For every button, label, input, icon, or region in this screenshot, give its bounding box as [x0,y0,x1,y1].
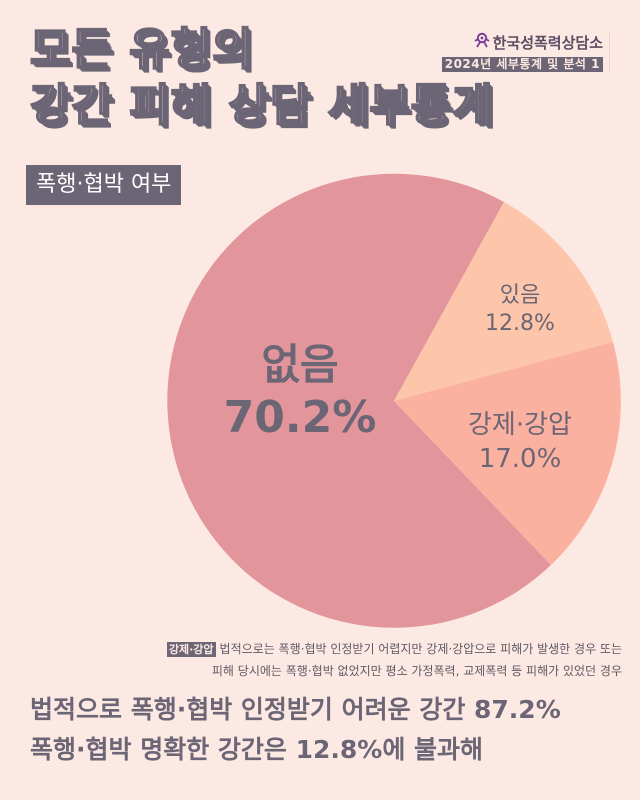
footnote: 강제·강압 법적으로는 폭행·협박 인정받기 어렵지만 강제·강압으로 피해가 발… [82,638,622,682]
label-coerce-value: 17.0% [478,444,562,474]
label-none-name: 없음 [261,340,339,389]
brand-name: 한국성폭력상담소 [492,33,603,52]
label-none: 없음 70.2% [200,340,400,446]
label-yes-value: 12.8% [485,311,555,336]
title-line-1: 모든 유형의 [29,23,254,76]
slice-yes [394,202,613,401]
section-badge: 폭행·협박 여부 [26,165,182,205]
label-yes: 있음 12.8% [470,282,570,338]
organization-logo-icon [474,32,490,53]
footnote-line-2: 피해 당시에는 폭행·협박 없었지만 평소 가정폭력, 교제폭력 등 피해가 있… [211,664,622,678]
title-line-2: 강간 피해 상담 세부통계 [29,79,494,132]
page-title: 모든 유형의 강간 피해 상담 세부통계 [29,22,494,134]
label-coerce-name: 강제·강압 [468,410,572,440]
summary-headline: 법적으로 폭행·협박 인정받기 어려운 강간 87.2% 폭행·협박 명확한 강… [30,690,561,770]
brand-name-row: 한국성폭력상담소 [442,32,603,53]
footnote-line-1: 강제·강압 법적으로는 폭행·협박 인정받기 어렵지만 강제·강압으로 피해가 발… [82,638,622,660]
label-yes-name: 있음 [499,283,541,308]
brand-subtitle: 2024년 세부통계 및 분석 1 [441,57,603,72]
label-coerce: 강제·강압 17.0% [450,408,590,476]
brand-block: 한국성폭력상담소 2024년 세부통계 및 분석 1 [441,32,610,72]
footnote-tag: 강제·강압 [166,642,216,657]
headline-line-1: 법적으로 폭행·협박 인정받기 어려운 강간 87.2% [30,695,561,724]
footnote-text-1: 법적으로는 폭행·협박 인정받기 어렵지만 강제·강압으로 피해가 발생한 경우… [219,642,622,656]
slice-coerce [394,342,621,565]
slice-none [167,173,551,628]
label-none-value: 70.2% [223,392,377,443]
headline-line-2: 폭행·협박 명확한 강간은 12.8%에 불과해 [30,735,484,764]
